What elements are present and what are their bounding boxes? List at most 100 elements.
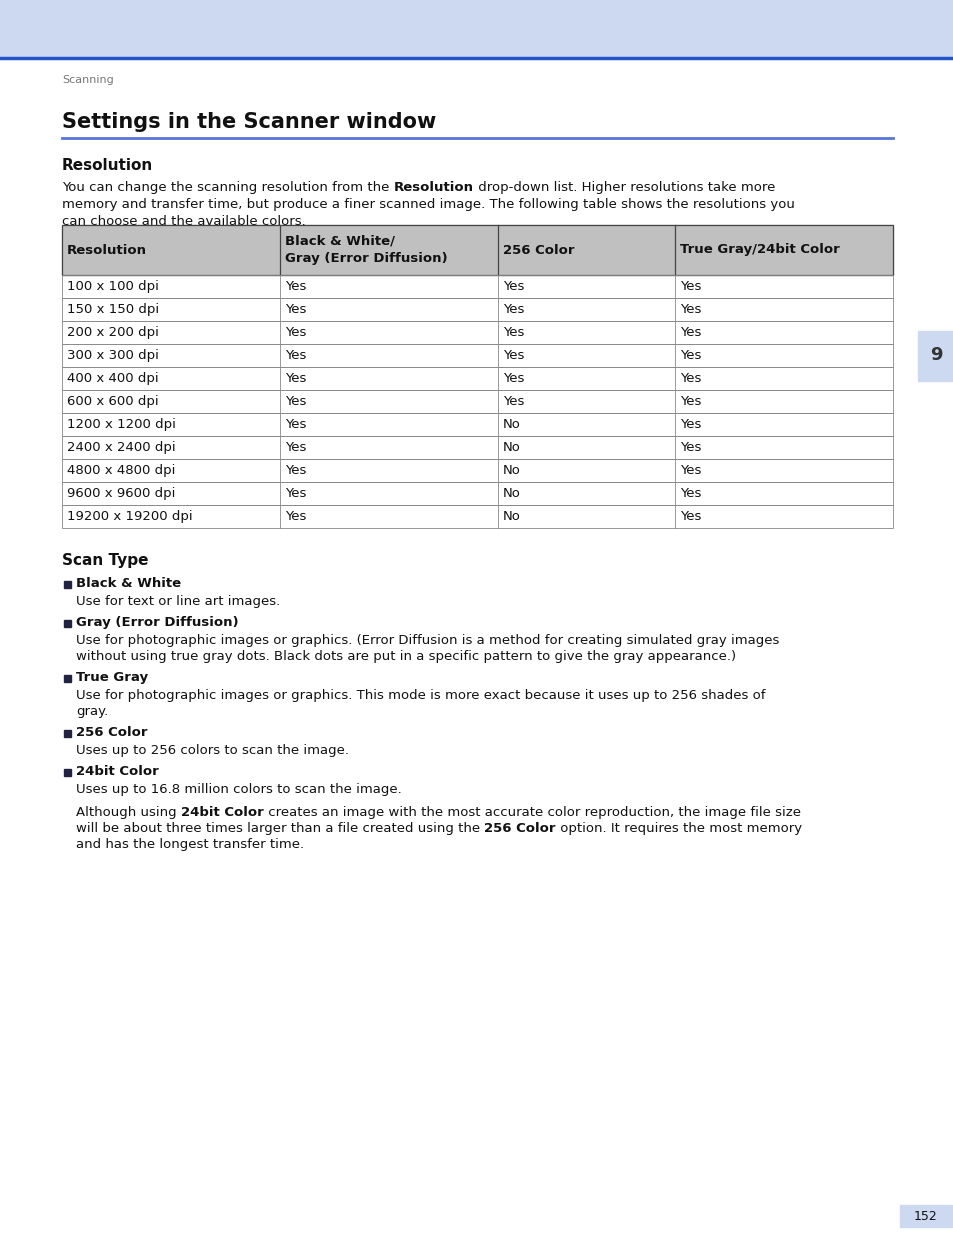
Text: Black & White/: Black & White/ xyxy=(285,233,395,247)
Text: drop-down list. Higher resolutions take more: drop-down list. Higher resolutions take … xyxy=(473,182,774,194)
Text: Resolution: Resolution xyxy=(62,158,153,173)
Bar xyxy=(64,730,71,737)
Text: Resolution: Resolution xyxy=(67,243,147,257)
Bar xyxy=(64,676,71,682)
Text: Black & White: Black & White xyxy=(76,577,181,590)
Text: Yes: Yes xyxy=(285,417,306,431)
Text: Use for photographic images or graphics. (Error Diffusion is a method for creati: Use for photographic images or graphics.… xyxy=(76,634,779,647)
Text: Yes: Yes xyxy=(679,350,700,362)
Bar xyxy=(62,459,892,482)
Text: 256 Color: 256 Color xyxy=(502,243,574,257)
Text: Yes: Yes xyxy=(679,372,700,385)
Text: option. It requires the most memory: option. It requires the most memory xyxy=(556,823,801,835)
Text: Uses up to 16.8 million colors to scan the image.: Uses up to 16.8 million colors to scan t… xyxy=(76,783,401,797)
Text: Yes: Yes xyxy=(679,510,700,522)
Bar xyxy=(62,412,892,436)
Text: 1200 x 1200 dpi: 1200 x 1200 dpi xyxy=(67,417,175,431)
Text: Uses up to 256 colors to scan the image.: Uses up to 256 colors to scan the image. xyxy=(76,743,349,757)
Text: Use for text or line art images.: Use for text or line art images. xyxy=(76,595,280,608)
Bar xyxy=(62,390,892,412)
Bar xyxy=(62,298,892,321)
Text: Yes: Yes xyxy=(679,441,700,454)
Bar xyxy=(62,225,892,275)
Text: 9: 9 xyxy=(929,347,942,364)
Text: Yes: Yes xyxy=(679,326,700,338)
Text: 19200 x 19200 dpi: 19200 x 19200 dpi xyxy=(67,510,193,522)
Text: Yes: Yes xyxy=(285,326,306,338)
Text: Scanning: Scanning xyxy=(62,75,113,85)
Bar xyxy=(62,505,892,529)
Bar xyxy=(62,367,892,390)
Text: Settings in the Scanner window: Settings in the Scanner window xyxy=(62,112,436,132)
Text: 100 x 100 dpi: 100 x 100 dpi xyxy=(67,280,159,293)
Bar xyxy=(64,769,71,776)
Text: Yes: Yes xyxy=(502,303,524,316)
Text: 256 Color: 256 Color xyxy=(484,823,556,835)
Text: gray.: gray. xyxy=(76,705,108,718)
Bar xyxy=(62,482,892,505)
Text: Yes: Yes xyxy=(679,487,700,500)
Text: Yes: Yes xyxy=(285,441,306,454)
Text: 400 x 400 dpi: 400 x 400 dpi xyxy=(67,372,158,385)
Bar xyxy=(899,1205,951,1228)
Text: Yes: Yes xyxy=(502,326,524,338)
Text: Yes: Yes xyxy=(502,395,524,408)
Text: 256 Color: 256 Color xyxy=(76,726,148,739)
Text: 300 x 300 dpi: 300 x 300 dpi xyxy=(67,350,159,362)
Text: Yes: Yes xyxy=(285,464,306,477)
Text: Yes: Yes xyxy=(502,280,524,293)
Text: Yes: Yes xyxy=(679,280,700,293)
Text: Yes: Yes xyxy=(679,464,700,477)
Text: Yes: Yes xyxy=(502,372,524,385)
Text: can choose and the available colors.: can choose and the available colors. xyxy=(62,215,305,228)
Bar xyxy=(64,580,71,588)
Text: 24bit Color: 24bit Color xyxy=(76,764,158,778)
Text: Yes: Yes xyxy=(285,350,306,362)
Text: 24bit Color: 24bit Color xyxy=(181,806,263,819)
Bar xyxy=(62,275,892,298)
Text: Yes: Yes xyxy=(285,303,306,316)
Text: No: No xyxy=(502,487,520,500)
Text: 152: 152 xyxy=(913,1209,937,1223)
Bar xyxy=(62,345,892,367)
Text: Use for photographic images or graphics. This mode is more exact because it uses: Use for photographic images or graphics.… xyxy=(76,689,764,701)
Bar xyxy=(0,0,953,58)
Text: Gray (Error Diffusion): Gray (Error Diffusion) xyxy=(285,252,447,266)
Text: memory and transfer time, but produce a finer scanned image. The following table: memory and transfer time, but produce a … xyxy=(62,198,794,211)
Bar xyxy=(62,321,892,345)
Text: No: No xyxy=(502,464,520,477)
Text: without using true gray dots. Black dots are put in a specific pattern to give t: without using true gray dots. Black dots… xyxy=(76,650,736,663)
Text: No: No xyxy=(502,510,520,522)
Text: No: No xyxy=(502,441,520,454)
Text: Yes: Yes xyxy=(679,303,700,316)
Bar xyxy=(62,436,892,459)
Text: No: No xyxy=(502,417,520,431)
Text: 9600 x 9600 dpi: 9600 x 9600 dpi xyxy=(67,487,175,500)
Text: Yes: Yes xyxy=(285,395,306,408)
Text: and has the longest transfer time.: and has the longest transfer time. xyxy=(76,839,304,851)
Text: 2400 x 2400 dpi: 2400 x 2400 dpi xyxy=(67,441,175,454)
Text: Resolution: Resolution xyxy=(394,182,473,194)
Text: True Gray: True Gray xyxy=(76,671,148,684)
Text: Yes: Yes xyxy=(285,487,306,500)
Text: Yes: Yes xyxy=(679,417,700,431)
Text: Yes: Yes xyxy=(285,280,306,293)
Text: will be about three times larger than a file created using the: will be about three times larger than a … xyxy=(76,823,484,835)
Bar xyxy=(62,225,892,275)
Text: Scan Type: Scan Type xyxy=(62,553,149,568)
Text: Although using: Although using xyxy=(76,806,181,819)
Text: You can change the scanning resolution from the: You can change the scanning resolution f… xyxy=(62,182,394,194)
Text: Yes: Yes xyxy=(502,350,524,362)
Text: Yes: Yes xyxy=(285,510,306,522)
Text: Yes: Yes xyxy=(679,395,700,408)
Text: Gray (Error Diffusion): Gray (Error Diffusion) xyxy=(76,616,238,629)
Text: creates an image with the most accurate color reproduction, the image file size: creates an image with the most accurate … xyxy=(263,806,800,819)
Bar xyxy=(64,620,71,627)
Text: True Gray/24bit Color: True Gray/24bit Color xyxy=(679,243,839,257)
Text: Yes: Yes xyxy=(285,372,306,385)
Text: 150 x 150 dpi: 150 x 150 dpi xyxy=(67,303,159,316)
Text: 600 x 600 dpi: 600 x 600 dpi xyxy=(67,395,158,408)
Bar xyxy=(917,331,953,380)
Text: 4800 x 4800 dpi: 4800 x 4800 dpi xyxy=(67,464,175,477)
Text: 200 x 200 dpi: 200 x 200 dpi xyxy=(67,326,159,338)
